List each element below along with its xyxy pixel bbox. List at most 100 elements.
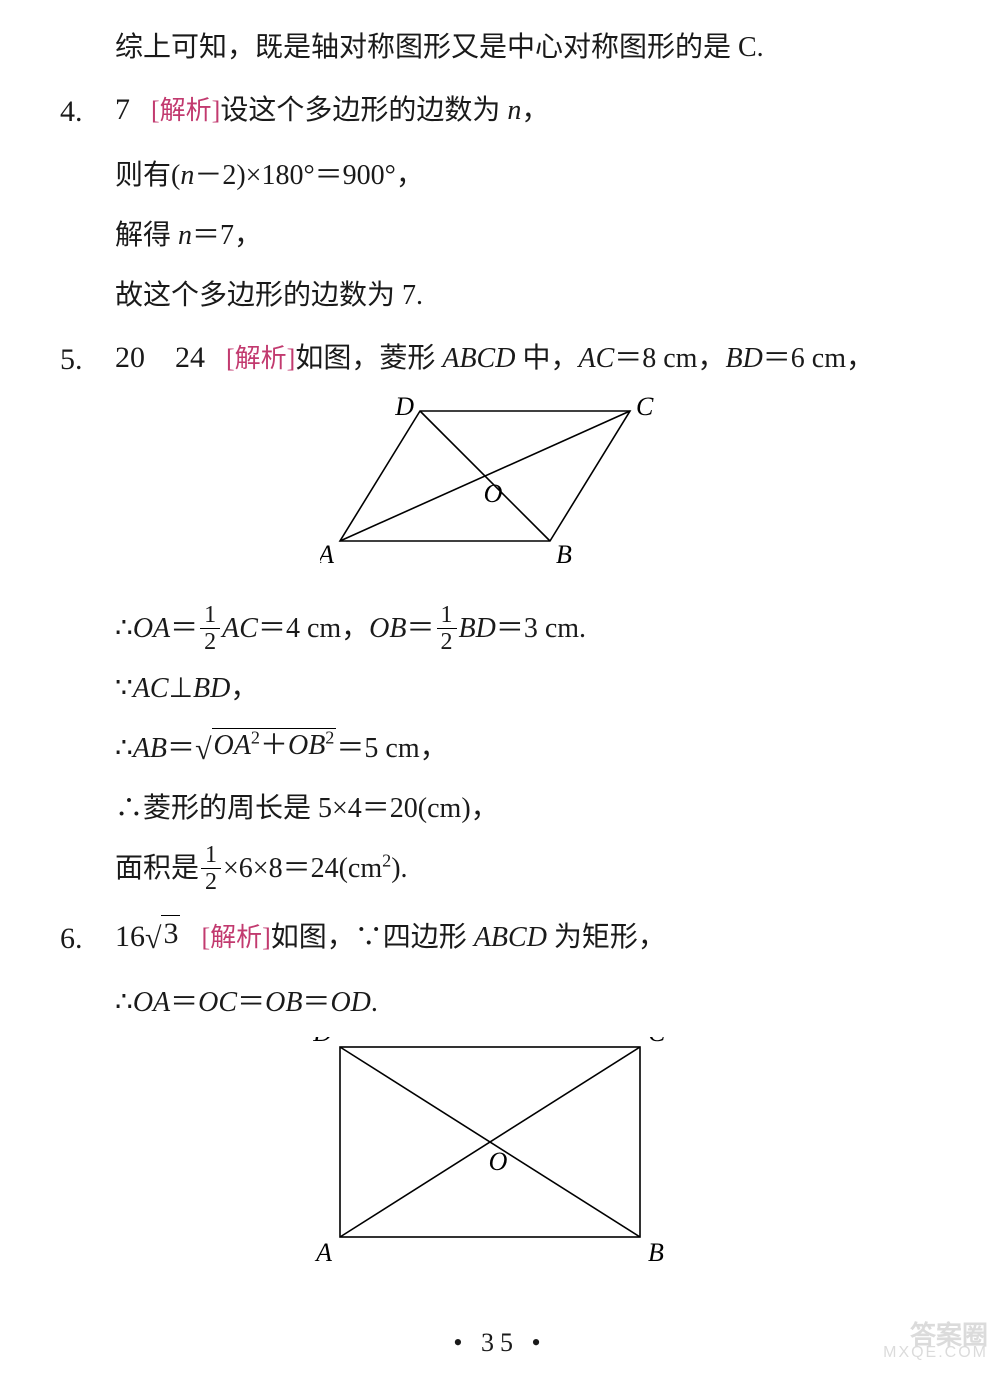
t: OB: [369, 613, 406, 644]
t: BD: [725, 343, 762, 374]
analysis-tag: [解析]: [201, 923, 270, 952]
rhombus-diagram: A B C D O: [320, 396, 680, 571]
radicand: OA2＋OB2: [212, 728, 337, 763]
q5-oa: ∴OA＝12AC＝4 cm，OB＝12BD＝3 cm.: [60, 601, 940, 657]
t: ∴: [115, 987, 133, 1018]
q5-body: 20 24 [解析]如图，菱形 ABCD 中，AC＝8 cm，BD＝6 cm，: [115, 328, 940, 388]
q4-l2n: n: [180, 160, 194, 191]
q4: 4. 7 [解析]设这个多边形的边数为 n，: [60, 80, 940, 142]
t: 面积是: [115, 853, 199, 884]
frac: 12: [437, 603, 457, 654]
page: 综上可知，既是轴对称图形又是中心对称图形的是 C. 4. 7 [解析]设这个多边…: [0, 0, 1000, 1387]
svg-text:B: B: [648, 1238, 664, 1267]
q4-l3b: ＝7，: [192, 220, 262, 251]
t: ＝: [167, 733, 195, 764]
t: ×6×8＝24(cm: [223, 853, 382, 884]
frac: 12: [201, 843, 221, 894]
q4-number: 4.: [60, 80, 115, 142]
t: ∵: [115, 673, 133, 704]
t: OA: [214, 730, 251, 761]
sqrt: √OA2＋OB2: [195, 728, 336, 763]
svg-text:O: O: [489, 1147, 508, 1176]
svg-text:A: A: [320, 540, 334, 569]
q4-body: 7 [解析]设这个多边形的边数为 n，: [115, 80, 940, 140]
svg-text:C: C: [648, 1037, 666, 1047]
fd: 2: [200, 629, 220, 654]
radicand: 3: [161, 915, 180, 952]
q4-l3n: n: [178, 220, 192, 251]
q5-figure: A B C D O: [60, 396, 940, 591]
q5-answer: 20 24: [115, 341, 205, 374]
page-number-value: 35: [481, 1328, 519, 1357]
q6-l2: ∴OA＝OC＝OB＝OD.: [60, 975, 940, 1031]
fn: 1: [437, 603, 457, 629]
q4-l1-n: n: [507, 95, 521, 126]
svg-text:O: O: [484, 479, 503, 508]
t: AC: [578, 343, 614, 374]
t: ＝: [170, 613, 198, 644]
t: OB: [288, 730, 325, 761]
t: AC: [133, 673, 169, 704]
t: OD: [330, 987, 370, 1018]
q4-l3a: 解得: [115, 220, 178, 251]
q5-perp: ∵AC⊥BD，: [60, 661, 940, 717]
t: 为矩形，: [547, 922, 666, 953]
svg-text:D: D: [312, 1037, 332, 1047]
t: BD: [459, 613, 496, 644]
t: ＝: [407, 613, 435, 644]
t: OC: [198, 987, 237, 1018]
t: OB: [265, 987, 302, 1018]
svg-text:B: B: [556, 540, 572, 569]
q5-ab: ∴AB＝√OA2＋OB2＝5 cm，: [60, 721, 940, 777]
q4-l1a: 设这个多边形的边数为: [220, 95, 507, 126]
t: ＝: [302, 987, 330, 1018]
t: ＝3 cm.: [496, 613, 586, 644]
q4-l2a: 则有(: [115, 160, 180, 191]
t: 中，: [515, 343, 578, 374]
q4-l3: 解得 n＝7，: [60, 208, 940, 264]
prev-conclusion: 综上可知，既是轴对称图形又是中心对称图形的是 C.: [60, 20, 940, 76]
t: ＝: [170, 987, 198, 1018]
radical-icon: √: [195, 735, 211, 765]
q5-area: 面积是12×6×8＝24(cm2).: [60, 841, 940, 897]
t: ∴: [115, 733, 133, 764]
svg-text:D: D: [394, 396, 414, 421]
q4-answer: 7: [115, 93, 130, 126]
radical-icon: √: [145, 924, 161, 954]
svg-text:C: C: [636, 396, 654, 421]
t: ＝5 cm，: [336, 733, 447, 764]
t: .: [371, 987, 378, 1018]
q5-number: 5.: [60, 328, 115, 390]
q6-body: 16√3 [解析]如图，∵四边形 ABCD 为矩形，: [115, 907, 940, 967]
t: ).: [391, 853, 407, 884]
t: AB: [133, 733, 167, 764]
t: OA: [133, 987, 170, 1018]
t: AC: [222, 613, 258, 644]
t: ABCD: [442, 343, 515, 374]
analysis-tag: [解析]: [226, 344, 295, 373]
q4-l2b: －2)×180°＝900°，: [194, 160, 424, 191]
q6-number: 6.: [60, 907, 115, 969]
q6-answer-coef: 16: [115, 920, 145, 953]
t: ，: [230, 673, 258, 704]
fd: 2: [437, 629, 457, 654]
q4-l1c: ，: [521, 95, 549, 126]
fn: 1: [200, 603, 220, 629]
t: ＝4 cm，: [258, 613, 369, 644]
frac: 12: [200, 603, 220, 654]
t: ＝: [237, 987, 265, 1018]
t: ＋: [260, 730, 288, 761]
t: ＝6 cm，: [763, 343, 874, 374]
t: 如图，菱形: [295, 343, 442, 374]
q6-figure: A B C D O: [60, 1037, 940, 1307]
t: 如图，∵四边形: [271, 922, 474, 953]
t: ∴: [115, 613, 133, 644]
svg-text:A: A: [314, 1238, 332, 1267]
fn: 1: [201, 843, 221, 869]
q5-perimeter: ∴菱形的周长是 5×4＝20(cm)，: [60, 781, 940, 837]
q6: 6. 16√3 [解析]如图，∵四边形 ABCD 为矩形，: [60, 907, 940, 969]
t: ⊥: [169, 673, 193, 704]
q4-l4: 故这个多边形的边数为 7.: [60, 268, 940, 324]
fd: 2: [201, 869, 221, 894]
t: BD: [193, 673, 230, 704]
